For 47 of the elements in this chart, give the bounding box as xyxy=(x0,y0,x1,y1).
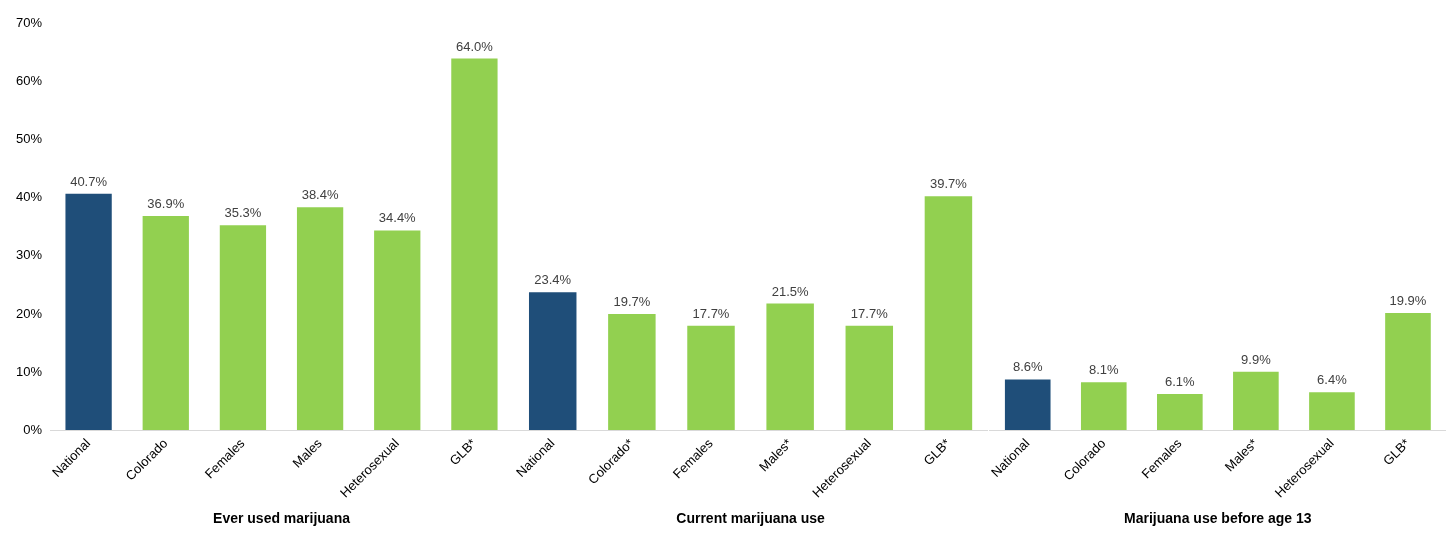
bar xyxy=(374,230,421,431)
data-label: 39.7% xyxy=(929,176,968,192)
y-tick-label: 40% xyxy=(15,189,43,205)
data-label: 21.5% xyxy=(771,283,810,299)
data-label: 34.4% xyxy=(378,210,417,226)
data-label: 17.7% xyxy=(692,305,730,321)
bar xyxy=(1004,379,1051,431)
bar xyxy=(1080,382,1127,431)
x-axis-title: Marijuana use before age 13 xyxy=(1124,510,1312,527)
bar xyxy=(528,292,577,431)
data-label: 40.7% xyxy=(70,173,108,189)
data-label: 35.3% xyxy=(224,205,262,221)
bar xyxy=(924,196,973,431)
y-tick-label: 30% xyxy=(15,247,43,263)
data-label: 19.7% xyxy=(613,294,651,310)
bar xyxy=(142,215,189,431)
data-label: 19.9% xyxy=(1389,292,1427,308)
x-axis-title: Current marijuana use xyxy=(676,510,826,527)
data-label: 6.4% xyxy=(1317,372,1348,388)
bar xyxy=(1385,312,1431,431)
data-label: 9.9% xyxy=(1241,351,1272,367)
data-label: 8.1% xyxy=(1088,362,1120,378)
data-label: 17.7% xyxy=(850,305,889,321)
y-tick-label: 60% xyxy=(15,73,43,89)
bar xyxy=(1309,392,1355,431)
data-label: 23.4% xyxy=(534,272,572,288)
bar xyxy=(608,314,656,431)
bar xyxy=(845,325,894,431)
bar xyxy=(687,325,735,431)
bar xyxy=(296,207,344,431)
x-axis-title: Ever used marijuana xyxy=(213,510,351,527)
bar xyxy=(1233,371,1279,431)
y-tick-label: 20% xyxy=(15,305,43,321)
y-tick-label: 0% xyxy=(23,421,43,437)
bar xyxy=(766,303,814,431)
y-tick-label: 10% xyxy=(15,363,43,379)
data-label: 8.6% xyxy=(1012,359,1043,375)
y-tick-label: 70% xyxy=(15,15,43,31)
data-label: 64.0% xyxy=(455,38,494,54)
bar xyxy=(219,225,267,431)
y-tick-label: 50% xyxy=(15,131,43,147)
bar xyxy=(1157,394,1203,431)
bar xyxy=(65,193,112,431)
data-label: 38.4% xyxy=(301,187,339,203)
data-label: 36.9% xyxy=(147,195,185,211)
bar xyxy=(451,58,498,431)
data-label: 6.1% xyxy=(1165,374,1196,390)
